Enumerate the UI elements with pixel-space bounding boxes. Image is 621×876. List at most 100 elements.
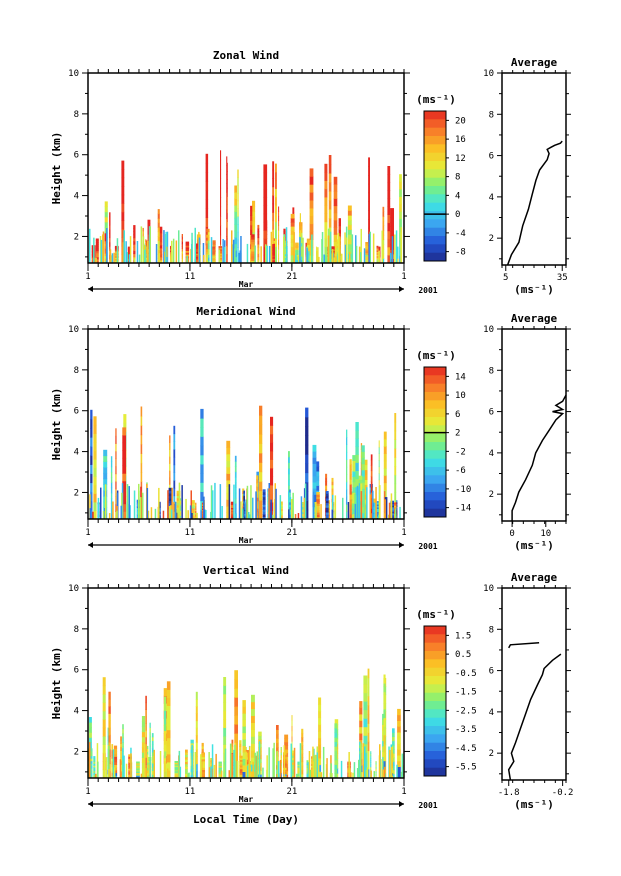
colorbar-frame bbox=[423, 366, 447, 518]
profile-frame bbox=[501, 72, 567, 266]
colorbar-segment bbox=[424, 684, 446, 693]
colorbar-tick-label: 10 bbox=[455, 391, 466, 401]
colorbar-segment bbox=[424, 767, 446, 777]
profile-frame bbox=[501, 328, 567, 522]
profile-x-tick-label: -1.8 bbox=[498, 788, 520, 798]
colorbar-segment bbox=[424, 458, 446, 468]
profile-line-segment bbox=[508, 641, 540, 649]
year-label: 2001 bbox=[418, 801, 437, 810]
x-tick-label: 11 bbox=[185, 528, 196, 538]
colorbar-tick-label: -5.5 bbox=[455, 763, 477, 773]
profile-y-tick-label: 8 bbox=[489, 366, 494, 376]
profile-y-tick-label: 8 bbox=[489, 110, 494, 120]
colorbar-segment bbox=[424, 186, 446, 195]
colorbar-tick-label: -0.5 bbox=[455, 669, 477, 679]
colorbar-segment bbox=[424, 467, 446, 476]
colorbar-unit: (ms⁻¹) bbox=[416, 608, 456, 621]
y-tick-label: 6 bbox=[74, 666, 79, 676]
profile-y-tick-label: 6 bbox=[489, 152, 494, 162]
colorbar-unit: (ms⁻¹) bbox=[416, 349, 456, 362]
colorbar-segment bbox=[424, 667, 446, 677]
profile-x-tick-label: 10 bbox=[540, 529, 551, 539]
colorbar-segment bbox=[424, 717, 446, 727]
profile-y-tick-label: 6 bbox=[489, 667, 494, 677]
y-tick-label: 2 bbox=[74, 488, 79, 498]
x-tick-label: 1 bbox=[85, 272, 90, 282]
colorbar-segment bbox=[424, 244, 446, 253]
y-tick-label: 8 bbox=[74, 625, 79, 635]
profile-x-label: (ms⁻¹) bbox=[514, 283, 554, 296]
colorbar-segment bbox=[424, 425, 446, 434]
y-axis-label: Height (km) bbox=[50, 132, 63, 205]
profile-title: Average bbox=[511, 571, 558, 584]
profile-x-tick-label: 35 bbox=[557, 273, 568, 283]
profile-line bbox=[511, 394, 567, 521]
year-label: 2001 bbox=[418, 542, 437, 551]
x-tick-label: 1 bbox=[85, 787, 90, 797]
x-tick-label: 21 bbox=[286, 787, 297, 797]
year-label: 2001 bbox=[418, 286, 437, 295]
heatmap-data bbox=[89, 405, 401, 520]
colorbar-segment bbox=[424, 119, 446, 128]
profile-line bbox=[506, 140, 563, 266]
colorbar-tick-label: -4.5 bbox=[455, 744, 477, 754]
profile-y-tick-label: 10 bbox=[483, 69, 494, 79]
colorbar-tick-label: 20 bbox=[455, 116, 466, 126]
x-tick-label: 21 bbox=[286, 528, 297, 538]
panel-title: Zonal Wind bbox=[213, 49, 279, 62]
colorbar-segment bbox=[424, 144, 446, 153]
colorbar-tick-label: 0 bbox=[455, 210, 460, 220]
y-tick-label: 8 bbox=[74, 110, 79, 120]
x-axis-label: Local Time (Day) bbox=[193, 813, 299, 826]
y-tick-label: 6 bbox=[74, 407, 79, 417]
colorbar-segment bbox=[424, 383, 446, 393]
profile-x-tick-label: 0 bbox=[509, 529, 514, 539]
month-label: Mar bbox=[239, 280, 254, 289]
colorbar-segment bbox=[424, 642, 446, 652]
colorbar-segment bbox=[424, 400, 446, 409]
colorbar-segment bbox=[424, 136, 446, 145]
profile-y-tick-label: 10 bbox=[483, 325, 494, 335]
colorbar-tick-label: 8 bbox=[455, 173, 460, 183]
colorbar-segment bbox=[424, 177, 446, 187]
month-label: Mar bbox=[239, 536, 254, 545]
colorbar-segment bbox=[424, 111, 446, 120]
colorbar-segment bbox=[424, 408, 446, 418]
profile-y-tick-label: 8 bbox=[489, 625, 494, 635]
profile-title: Average bbox=[511, 56, 558, 69]
x-tick-label: 1 bbox=[401, 272, 406, 282]
month-label: Mar bbox=[239, 795, 254, 804]
colorbar-segment bbox=[424, 442, 446, 451]
colorbar-segment bbox=[424, 194, 446, 203]
plot-frame bbox=[87, 72, 405, 264]
colorbar-tick-label: 12 bbox=[455, 154, 466, 164]
x-tick-label: 11 bbox=[185, 272, 196, 282]
y-tick-label: 2 bbox=[74, 747, 79, 757]
colorbar-tick-label: -14 bbox=[455, 504, 471, 514]
y-axis-label: Height (km) bbox=[50, 647, 63, 720]
colorbar-segment bbox=[424, 500, 446, 509]
profile-y-tick-label: 4 bbox=[489, 708, 494, 718]
colorbar-segment bbox=[424, 252, 446, 262]
colorbar-segment bbox=[424, 709, 446, 718]
colorbar-segment bbox=[424, 692, 446, 702]
profile-x-tick-label: -0.2 bbox=[552, 788, 574, 798]
colorbar-segment bbox=[424, 659, 446, 668]
colorbar-segment bbox=[424, 475, 446, 484]
y-tick-label: 4 bbox=[74, 448, 79, 458]
profile-x-label: (ms⁻¹) bbox=[514, 539, 554, 552]
colorbar-tick-label: -8 bbox=[455, 248, 466, 258]
x-tick-label: 21 bbox=[286, 272, 297, 282]
colorbar-tick-label: 6 bbox=[455, 410, 460, 420]
x-tick-label: 1 bbox=[401, 528, 406, 538]
profile-y-tick-label: 2 bbox=[489, 749, 494, 759]
colorbar-tick-label: -1.5 bbox=[455, 688, 477, 698]
colorbar-segment bbox=[424, 367, 446, 376]
heatmap-data bbox=[89, 150, 403, 264]
profile-line bbox=[507, 653, 562, 781]
colorbar-segment bbox=[424, 152, 446, 162]
colorbar-segment bbox=[424, 392, 446, 401]
colorbar-tick-label: 14 bbox=[455, 372, 466, 382]
